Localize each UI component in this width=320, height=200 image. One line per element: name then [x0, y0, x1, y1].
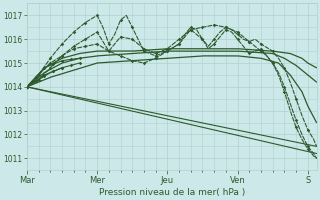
X-axis label: Pression niveau de la mer( hPa ): Pression niveau de la mer( hPa ): [99, 188, 245, 197]
